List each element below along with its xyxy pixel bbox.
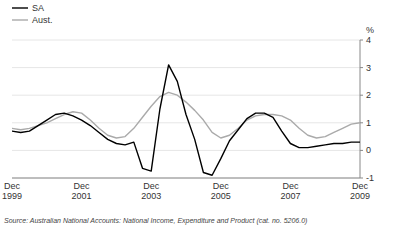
legend-swatch bbox=[12, 7, 28, 8]
annotation: Source: Australian National Accounts: Na… bbox=[4, 217, 307, 225]
grid-line bbox=[12, 178, 360, 179]
grid-line bbox=[12, 122, 360, 123]
lines bbox=[12, 65, 360, 175]
legend-label: Aust. bbox=[32, 15, 53, 25]
axis-line bbox=[12, 178, 360, 179]
y-axis: -101234 bbox=[12, 35, 374, 183]
axis-line bbox=[360, 40, 361, 178]
legend: SA Aust. bbox=[12, 3, 53, 25]
grid-line bbox=[12, 95, 360, 96]
tick-label: 4 bbox=[366, 35, 371, 45]
axis-label: % bbox=[366, 25, 374, 35]
grid-line bbox=[12, 67, 360, 68]
tick-label: Dec1999 bbox=[2, 181, 22, 201]
x-axis: Dec1999 Dec2001 Dec2003 Dec2005 Dec2007 Dec20… bbox=[2, 181, 370, 201]
tick-label: Dec2003 bbox=[141, 181, 161, 201]
line bbox=[12, 65, 360, 175]
tick-label: Dec2009 bbox=[350, 181, 370, 201]
tick-label: Dec2001 bbox=[72, 181, 92, 201]
grid-line bbox=[12, 40, 360, 41]
tick-label: 1 bbox=[366, 118, 371, 128]
tick-label: 3 bbox=[366, 63, 371, 73]
chart: -101234%Dec1999Dec2001Dec2003Dec2005Dec2… bbox=[0, 0, 397, 227]
background bbox=[0, 0, 397, 227]
legend-swatch bbox=[12, 19, 28, 20]
grid-line bbox=[12, 150, 360, 151]
tick-label: Dec2005 bbox=[211, 181, 231, 201]
tick-label: 0 bbox=[366, 145, 371, 155]
tick-label: 2 bbox=[366, 90, 371, 100]
legend-label: SA bbox=[32, 3, 44, 13]
tick-label: Dec2007 bbox=[280, 181, 300, 201]
